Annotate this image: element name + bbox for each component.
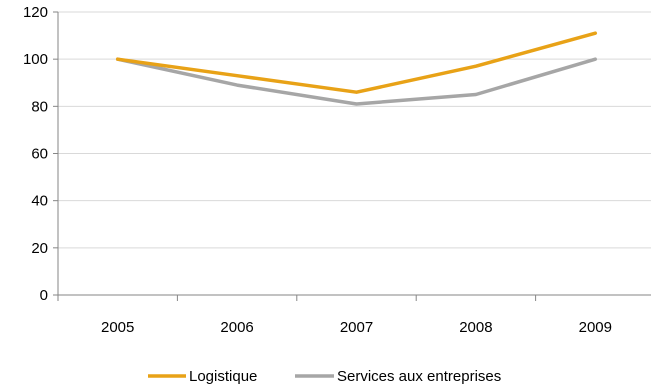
grid-layer	[58, 12, 651, 248]
axis-layer: 0 20 40 60 80 100 120 2005 2006 2007 2008 2009	[23, 4, 651, 336]
legend-label-1: Services aux entreprises	[337, 368, 501, 385]
legend-label-0: Logistique	[189, 368, 257, 385]
series-line-0	[118, 33, 596, 92]
series-line-1	[118, 59, 596, 104]
x-tick-label: 2007	[340, 319, 373, 336]
x-tick-label: 2006	[220, 319, 253, 336]
y-tick-label: 80	[31, 98, 48, 115]
y-tick-label: 100	[23, 51, 48, 68]
x-tick-label: 2009	[579, 319, 612, 336]
x-tick-label: 2005	[101, 319, 134, 336]
chart-legend: Logistique Services aux entreprises	[148, 368, 501, 385]
y-tick-label: 60	[31, 146, 48, 163]
y-tick-label: 0	[40, 287, 48, 304]
y-tick-label: 120	[23, 4, 48, 21]
x-tick-label: 2008	[459, 319, 492, 336]
y-tick-label: 20	[31, 240, 48, 257]
series-layer	[118, 33, 596, 104]
y-tick-label: 40	[31, 193, 48, 210]
